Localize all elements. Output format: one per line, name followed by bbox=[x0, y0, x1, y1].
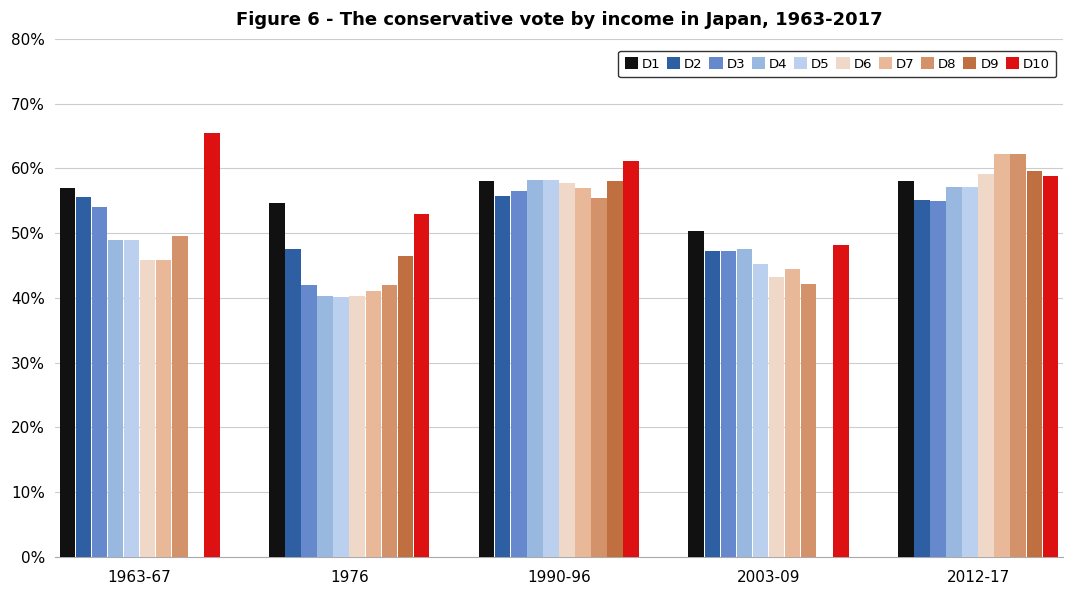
Bar bbox=[705, 252, 720, 557]
Bar bbox=[1027, 171, 1042, 557]
Bar bbox=[930, 201, 946, 557]
Bar bbox=[413, 214, 430, 557]
Title: Figure 6 - The conservative vote by income in Japan, 1963-2017: Figure 6 - The conservative vote by inco… bbox=[235, 11, 882, 29]
Bar bbox=[381, 285, 397, 557]
Legend: D1, D2, D3, D4, D5, D6, D7, D8, D9, D10: D1, D2, D3, D4, D5, D6, D7, D8, D9, D10 bbox=[618, 51, 1057, 77]
Bar bbox=[302, 285, 317, 557]
Bar bbox=[172, 237, 188, 557]
Bar bbox=[833, 245, 848, 557]
Bar bbox=[527, 180, 542, 557]
Bar bbox=[543, 180, 558, 557]
Bar bbox=[688, 231, 705, 557]
Bar bbox=[769, 277, 784, 557]
Bar bbox=[397, 256, 413, 557]
Bar bbox=[59, 188, 75, 557]
Bar bbox=[560, 182, 575, 557]
Bar bbox=[107, 240, 124, 557]
Bar bbox=[124, 240, 140, 557]
Bar bbox=[140, 260, 156, 557]
Bar bbox=[317, 296, 333, 557]
Bar bbox=[607, 181, 623, 557]
Bar bbox=[270, 203, 285, 557]
Bar bbox=[721, 250, 736, 557]
Bar bbox=[898, 181, 914, 557]
Bar bbox=[91, 207, 107, 557]
Bar bbox=[204, 133, 219, 557]
Bar bbox=[479, 181, 494, 557]
Bar bbox=[914, 200, 930, 557]
Bar bbox=[737, 249, 752, 557]
Bar bbox=[591, 197, 607, 557]
Bar bbox=[576, 188, 591, 557]
Bar bbox=[946, 187, 962, 557]
Bar bbox=[365, 291, 381, 557]
Bar bbox=[75, 197, 91, 557]
Bar bbox=[511, 191, 526, 557]
Bar bbox=[995, 154, 1010, 557]
Bar bbox=[623, 161, 639, 557]
Bar bbox=[286, 249, 301, 557]
Bar bbox=[753, 264, 768, 557]
Bar bbox=[1043, 176, 1058, 557]
Bar bbox=[349, 296, 365, 557]
Bar bbox=[333, 297, 349, 557]
Bar bbox=[978, 173, 993, 557]
Bar bbox=[495, 195, 510, 557]
Bar bbox=[785, 269, 800, 557]
Bar bbox=[156, 260, 172, 557]
Bar bbox=[801, 284, 816, 557]
Bar bbox=[1011, 154, 1026, 557]
Bar bbox=[962, 187, 978, 557]
